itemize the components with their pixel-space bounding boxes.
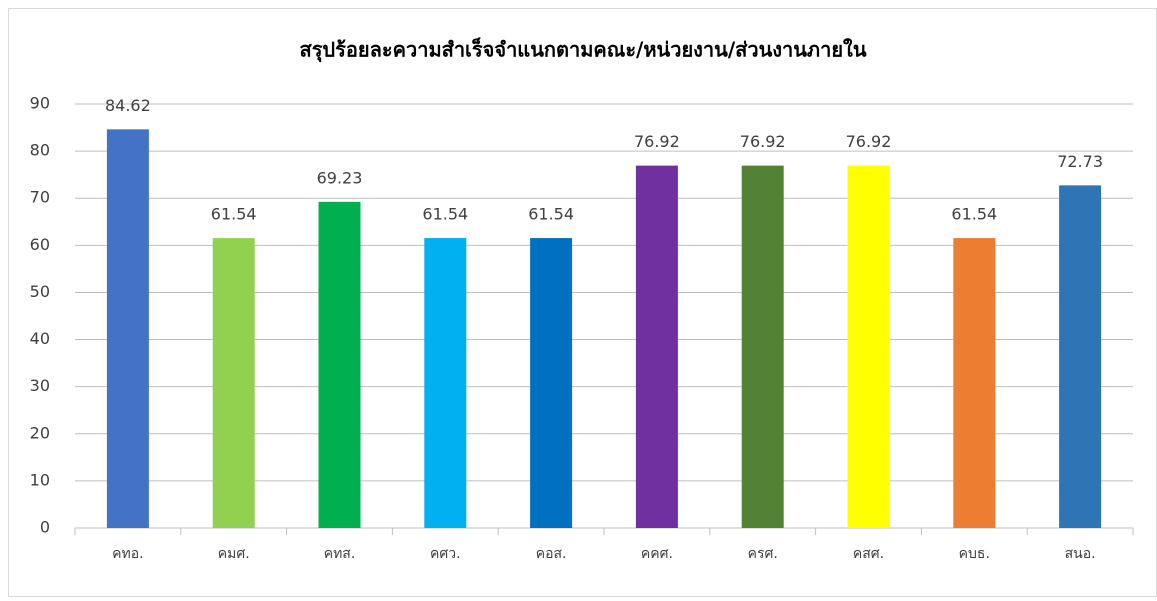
bar (1059, 185, 1102, 528)
data-label: 69.23 (317, 168, 363, 187)
x-tick-label: คมศ. (218, 546, 250, 562)
x-tick-label: คศว. (430, 546, 461, 562)
bar (847, 165, 890, 528)
y-tick-label: 90 (30, 94, 50, 113)
x-tick-label: คอส. (536, 546, 567, 562)
y-tick-label: 30 (30, 376, 50, 395)
data-label: 76.92 (846, 132, 892, 151)
bar (635, 165, 678, 528)
bar (953, 238, 996, 528)
y-tick-label: 0 (40, 518, 50, 537)
y-tick-label: 20 (30, 423, 50, 442)
data-label: 61.54 (951, 205, 997, 224)
data-label: 72.73 (1057, 152, 1103, 171)
bar (212, 238, 255, 528)
chart-title: สรุปร้อยละความสำเร็จจำแนกตามคณะ/หน่วยงาน… (299, 37, 866, 63)
data-label: 76.92 (740, 132, 786, 151)
x-tick-label: คสศ. (853, 546, 884, 562)
x-tick-label: ครศ. (748, 546, 778, 562)
data-label: 61.54 (528, 205, 574, 224)
x-tick-label: คทอ. (112, 546, 143, 562)
y-tick-label: 70 (30, 188, 50, 207)
x-tick-label: สนอ. (1065, 546, 1096, 562)
y-tick-label: 10 (30, 470, 50, 489)
bar (741, 165, 784, 528)
bar (530, 238, 573, 528)
bar (318, 201, 361, 528)
x-tick-label: คคศ. (641, 546, 673, 562)
data-label: 76.92 (634, 132, 680, 151)
x-tick-label: คบธ. (959, 546, 990, 562)
x-tick-label: คทส. (324, 546, 356, 562)
data-label: 84.62 (105, 96, 151, 115)
bar (424, 238, 467, 528)
y-tick-label: 80 (30, 141, 50, 160)
y-tick-label: 60 (30, 235, 50, 254)
y-tick-label: 50 (30, 282, 50, 301)
data-label: 61.54 (211, 205, 257, 224)
data-label: 61.54 (422, 205, 468, 224)
y-tick-label: 40 (30, 329, 50, 348)
bar (106, 129, 149, 529)
